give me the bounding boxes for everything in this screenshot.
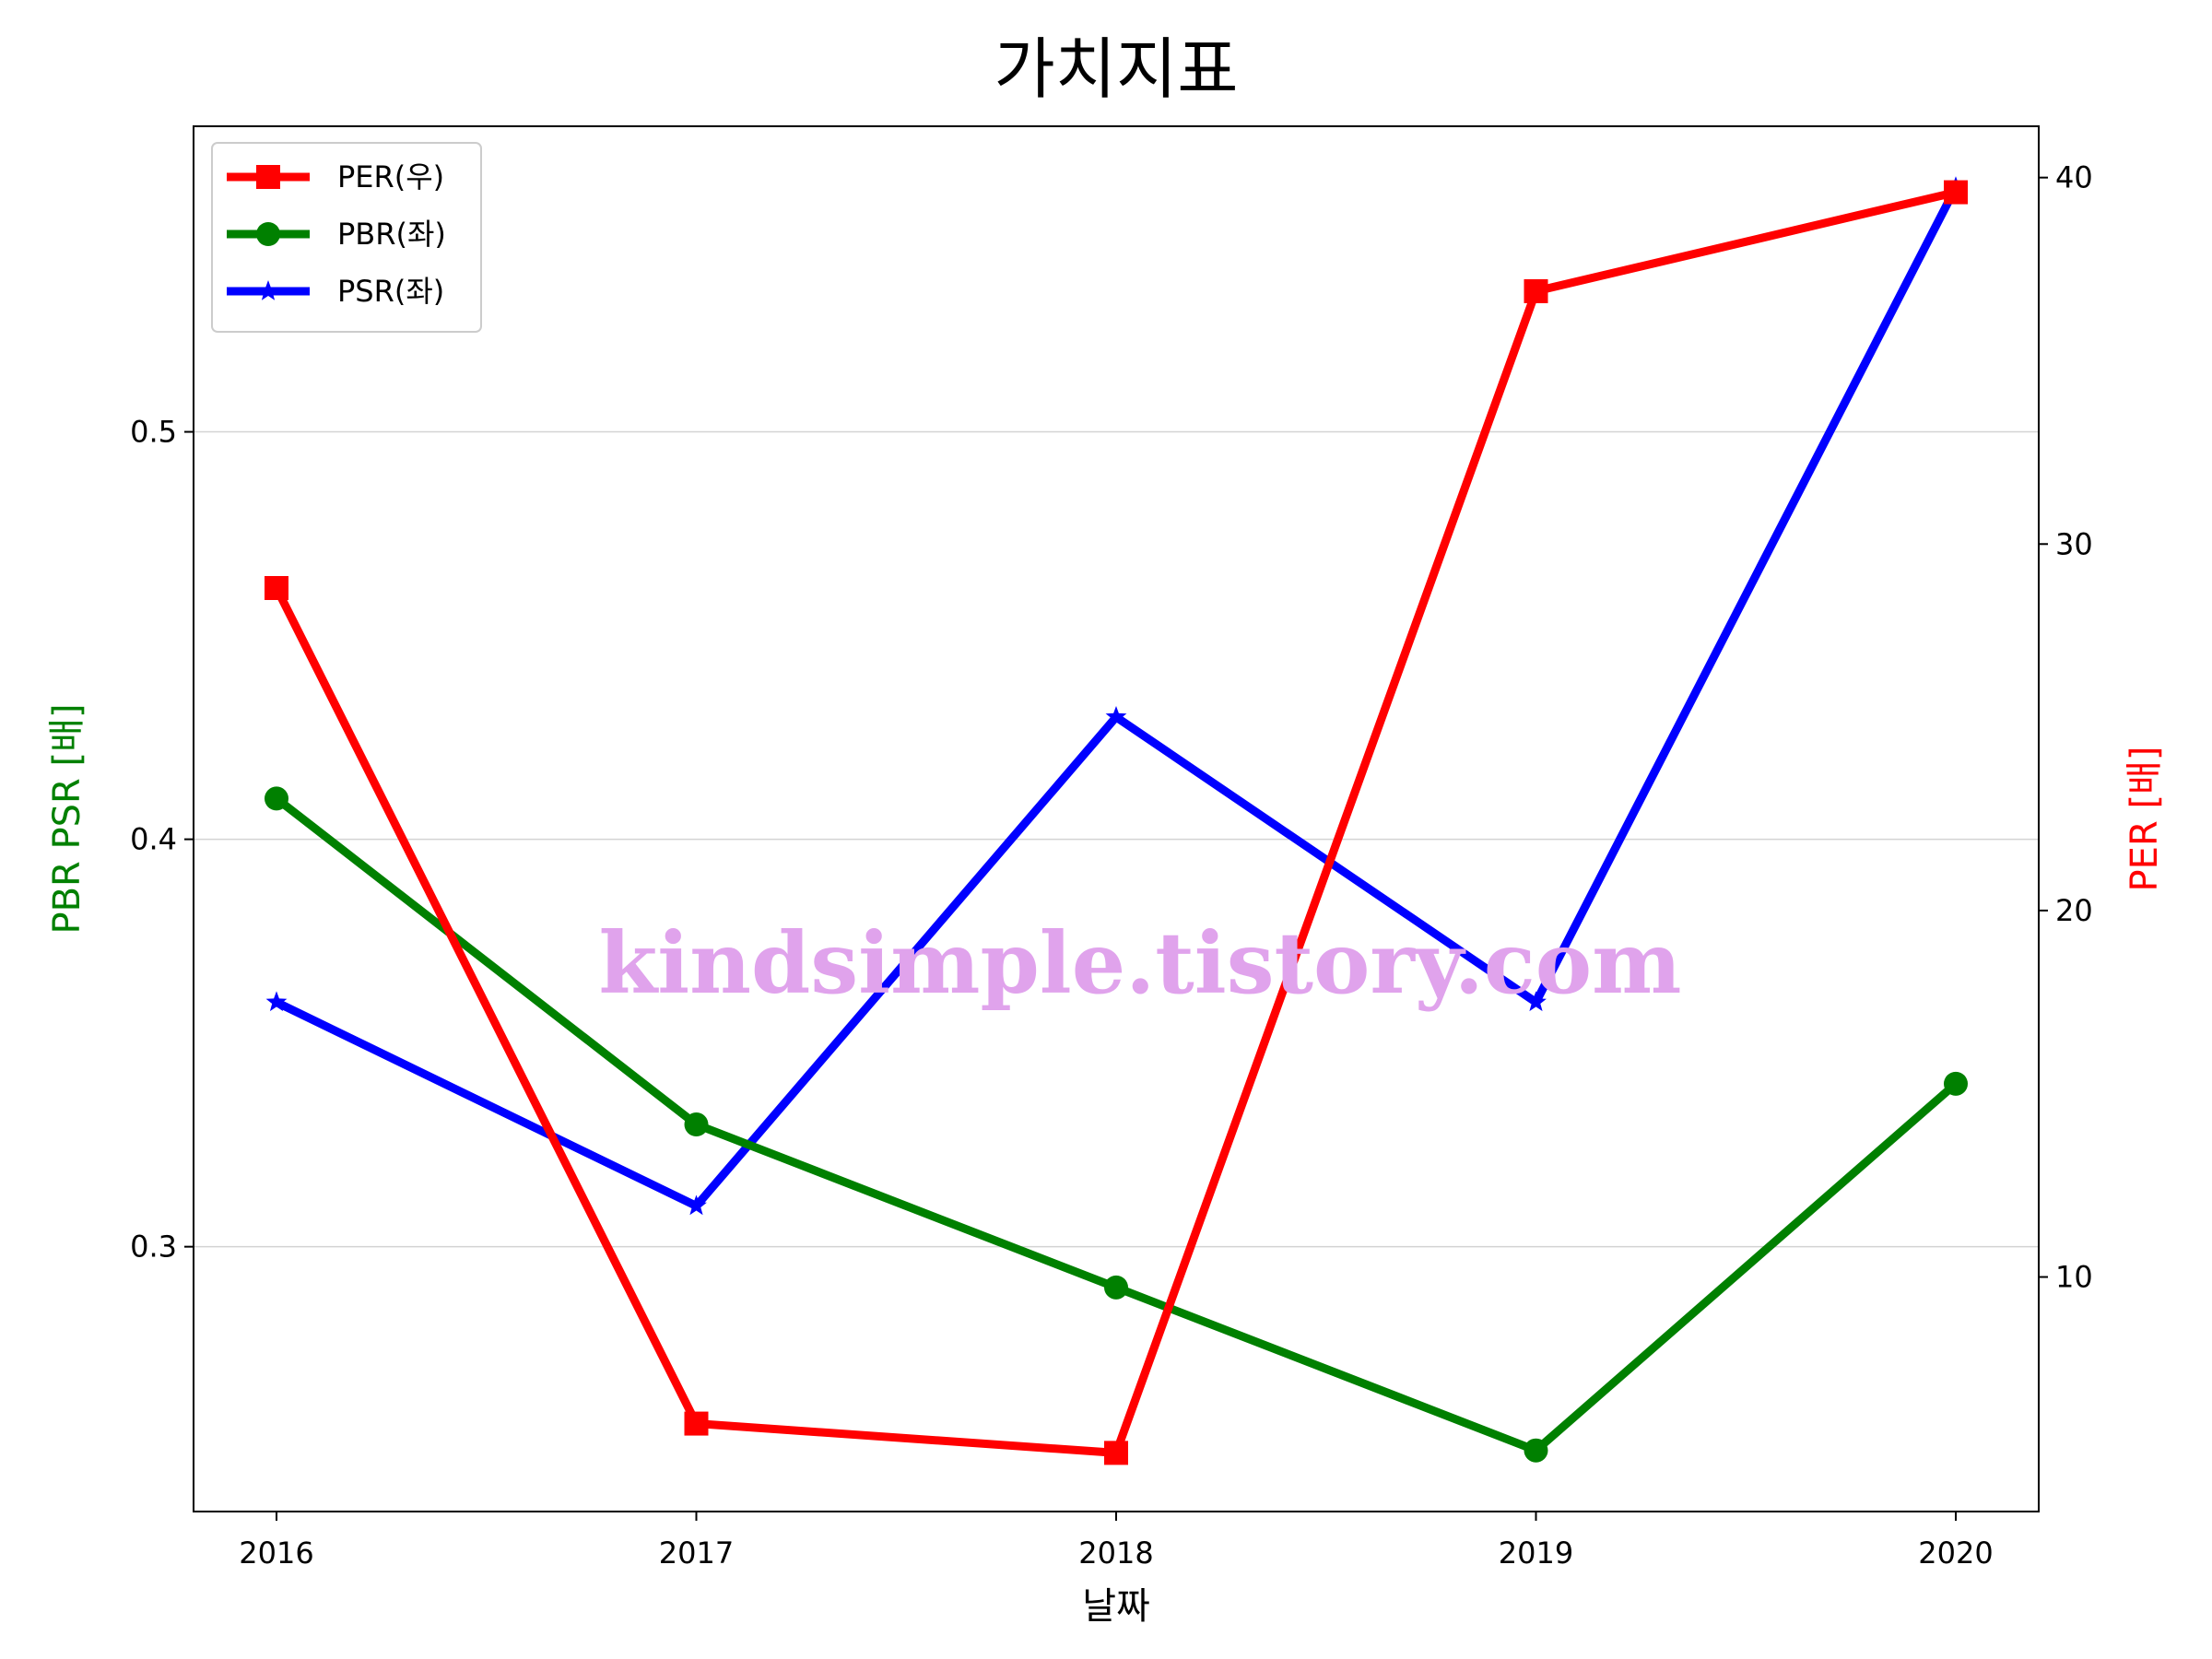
data-point-pbr (684, 1112, 709, 1137)
legend-marker (257, 280, 279, 300)
legend-marker (256, 222, 280, 246)
data-point-pbr (1524, 1438, 1548, 1463)
y-left-tick-label: 0.4 (130, 822, 177, 857)
data-point-per (684, 1411, 709, 1436)
y-left-tick-label: 0.3 (130, 1230, 177, 1265)
legend-item-pbr: PBR(좌) (227, 217, 446, 252)
data-point-per (1944, 180, 1968, 205)
y-right-tick-label: 20 (2055, 893, 2093, 928)
plot-frame (193, 125, 2040, 1512)
x-tick-label: 2020 (1918, 1535, 1993, 1571)
x-tick-label: 2019 (1499, 1535, 1573, 1571)
y-right-tick-label: 30 (2055, 526, 2093, 561)
x-axis-label: 날짜 (1082, 1585, 1150, 1628)
grid-lines (194, 430, 2039, 1248)
series-psr (265, 176, 1967, 1216)
data-point-psr (1525, 991, 1547, 1012)
data-point-pbr (265, 786, 288, 811)
legend-marker (256, 165, 280, 189)
y-right-tick-label: 40 (2055, 160, 2093, 195)
legend-item-per: PER(우) (227, 159, 444, 194)
legend-label: PBR(좌) (337, 217, 446, 252)
x-tick-label: 2018 (1078, 1535, 1153, 1571)
chart-title: 가치지표 (994, 30, 1239, 108)
legend-label: PER(우) (337, 159, 444, 194)
data-point-per (265, 576, 288, 600)
y-axis-left-label: PBR PSR [배] (46, 703, 88, 934)
data-point-per (1104, 1441, 1128, 1465)
x-tick-label: 2016 (239, 1535, 313, 1571)
series-lines (265, 176, 1968, 1465)
data-point-psr (265, 991, 288, 1012)
series-pbr (265, 786, 1968, 1463)
axes: 2016 2017 2018 2019 2020 0.3 0.4 0.5 10 20 30 40 (130, 160, 2093, 1571)
data-point-psr (686, 1194, 707, 1216)
legend: PER(우) PBR(좌) PSR(좌) (211, 142, 482, 333)
data-point-per (1524, 278, 1548, 303)
x-tick-label: 2017 (659, 1535, 734, 1571)
data-point-pbr (1104, 1275, 1128, 1300)
data-point-pbr (1944, 1071, 1968, 1096)
legend-item-psr: PSR(좌) (227, 274, 444, 309)
y-right-tick-label: 10 (2055, 1260, 2093, 1295)
series-per (265, 180, 1968, 1465)
series-line-psr (275, 185, 1960, 1210)
series-line-per (272, 188, 1958, 1457)
data-point-psr (1105, 706, 1127, 726)
y-left-tick-label: 0.5 (130, 415, 177, 450)
legend-box (211, 142, 482, 333)
watermark-text: kindsimple.tistory.com (598, 913, 1681, 1013)
y-axis-right-label: PER [배] (2124, 747, 2166, 892)
legend-label: PSR(좌) (337, 274, 444, 309)
